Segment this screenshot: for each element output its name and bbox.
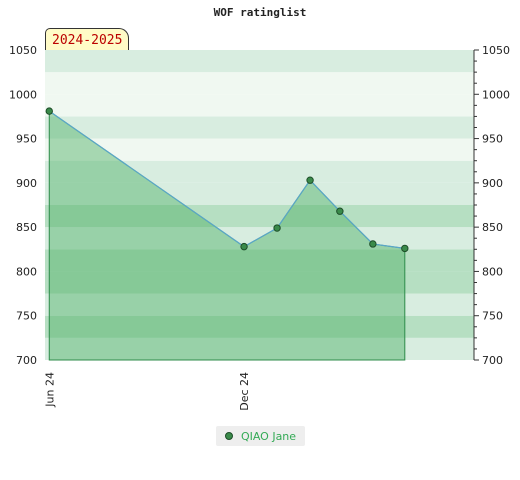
background-band xyxy=(45,315,474,338)
background-band xyxy=(45,293,474,316)
x-tick-label: Dec 24 xyxy=(238,372,251,411)
background-band xyxy=(45,205,474,228)
y-tick-label-right: 1000 xyxy=(482,88,510,101)
background-band xyxy=(45,249,474,272)
data-point xyxy=(240,242,248,251)
y-tick-label-right: 700 xyxy=(482,354,503,367)
background-bands xyxy=(45,50,474,360)
y-tick-label-left: 800 xyxy=(16,265,37,278)
y-tick-label-right: 1050 xyxy=(482,44,510,57)
legend-label: QIAO Jane xyxy=(240,429,297,443)
y-tick-label-right: 900 xyxy=(482,177,503,190)
y-tick-label-left: 950 xyxy=(16,133,37,146)
y-tick-label-left: 900 xyxy=(16,177,37,190)
data-points xyxy=(45,107,409,253)
data-point xyxy=(45,107,53,115)
data-point xyxy=(369,240,377,248)
y-tick-label-right: 850 xyxy=(482,221,503,234)
legend[interactable]: QIAO Jane xyxy=(216,426,305,446)
y-tick-label-right: 800 xyxy=(482,265,503,278)
background-band xyxy=(45,116,474,139)
background-band xyxy=(45,138,474,161)
y-tick-label-left: 1000 xyxy=(9,88,37,101)
y-tick-label-left: 850 xyxy=(16,221,37,234)
y-tick-label-left: 750 xyxy=(16,310,37,323)
right-axis: 700 750 800 850 900 950 1000 1050 xyxy=(473,44,510,367)
background-band xyxy=(45,72,474,95)
background-band xyxy=(45,182,474,205)
y-tick-label-right: 750 xyxy=(482,310,503,323)
background-band xyxy=(45,337,474,360)
background-band xyxy=(45,50,474,73)
legend-marker-icon xyxy=(224,432,233,440)
data-point xyxy=(401,244,409,253)
data-point xyxy=(273,224,281,232)
y-tick-label-right: 950 xyxy=(482,133,503,146)
chart-title: WOF ratinglist xyxy=(213,6,307,19)
season-badge: 2024-2025 xyxy=(45,28,130,50)
left-axis: 700 750 800 850 900 950 1000 1050 xyxy=(9,44,37,367)
x-axis: Jun 24 Dec 24 xyxy=(43,372,251,411)
data-point xyxy=(306,176,314,184)
data-point xyxy=(336,207,344,215)
background-band xyxy=(45,271,474,294)
background-band xyxy=(45,160,474,183)
y-tick-label-left: 1050 xyxy=(9,44,37,57)
y-tick-label-left: 700 xyxy=(16,354,37,367)
x-tick-label: Jun 24 xyxy=(43,372,56,408)
background-band xyxy=(45,94,474,117)
